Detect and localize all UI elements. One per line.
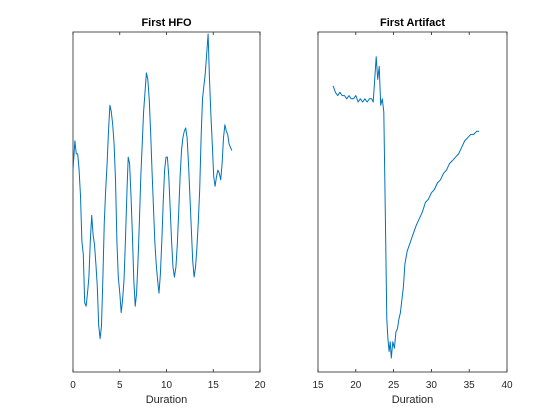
x-tick-label-first-hfo: 15 — [208, 380, 220, 391]
subplot-first-artifact: First Artifact 15 20 25 30 35 40 Duration — [312, 17, 513, 406]
chart-title-first-hfo: First HFO — [141, 17, 192, 29]
x-tick-label-first-artifact: 30 — [426, 380, 438, 391]
x-tick-label-first-hfo: 10 — [161, 380, 173, 391]
x-tick-label-first-artifact: 25 — [388, 380, 400, 391]
x-axis-label-first-hfo: Duration — [146, 394, 188, 406]
x-tick-label-first-artifact: 20 — [350, 380, 362, 391]
x-tick-label-first-hfo: 5 — [117, 380, 123, 391]
x-axis-label-first-artifact: Duration — [392, 394, 434, 406]
x-tick-label-first-artifact: 15 — [312, 380, 324, 391]
subplot-first-hfo: First HFO 0 5 10 15 20 Duration — [70, 17, 266, 406]
x-tick-label-first-hfo: 0 — [70, 380, 76, 391]
plot-area-first-hfo — [73, 32, 260, 372]
x-tick-label-first-hfo: 20 — [254, 380, 266, 391]
plot-area-first-artifact — [318, 32, 507, 372]
chart-title-first-artifact: First Artifact — [380, 17, 445, 29]
x-tick-label-first-artifact: 40 — [501, 380, 513, 391]
x-tick-label-first-artifact: 35 — [464, 380, 476, 391]
